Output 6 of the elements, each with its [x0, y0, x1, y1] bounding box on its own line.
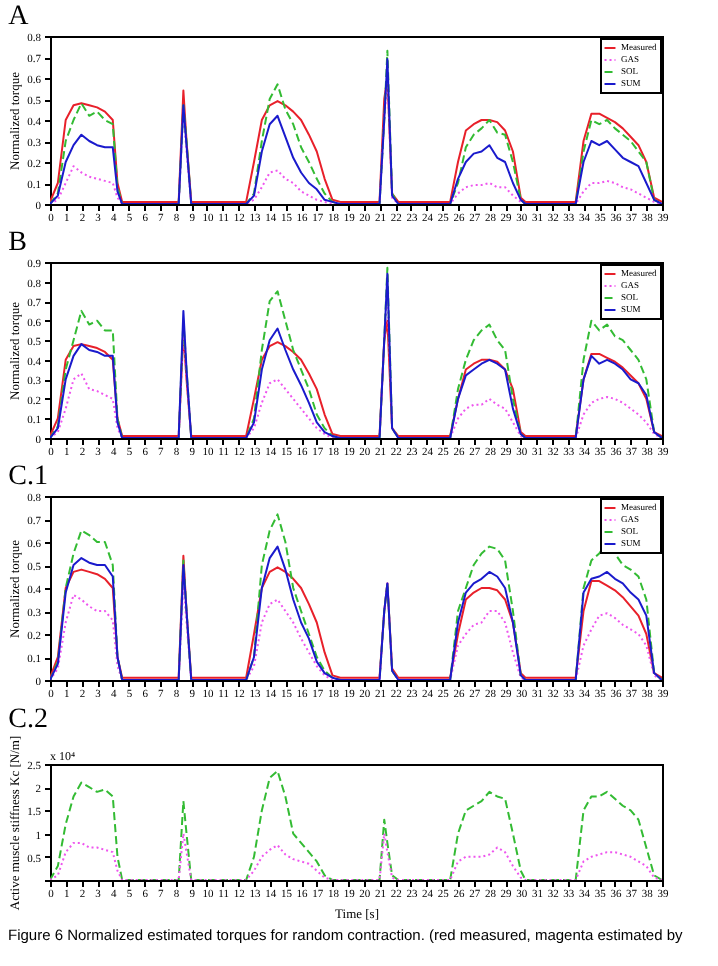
line-series [50, 832, 662, 880]
chart-title: B [8, 228, 27, 258]
chart-title: A [8, 2, 31, 32]
chart-title: C.2 [8, 704, 48, 735]
chart-title: C.1 [8, 462, 48, 492]
line-series [50, 769, 662, 880]
